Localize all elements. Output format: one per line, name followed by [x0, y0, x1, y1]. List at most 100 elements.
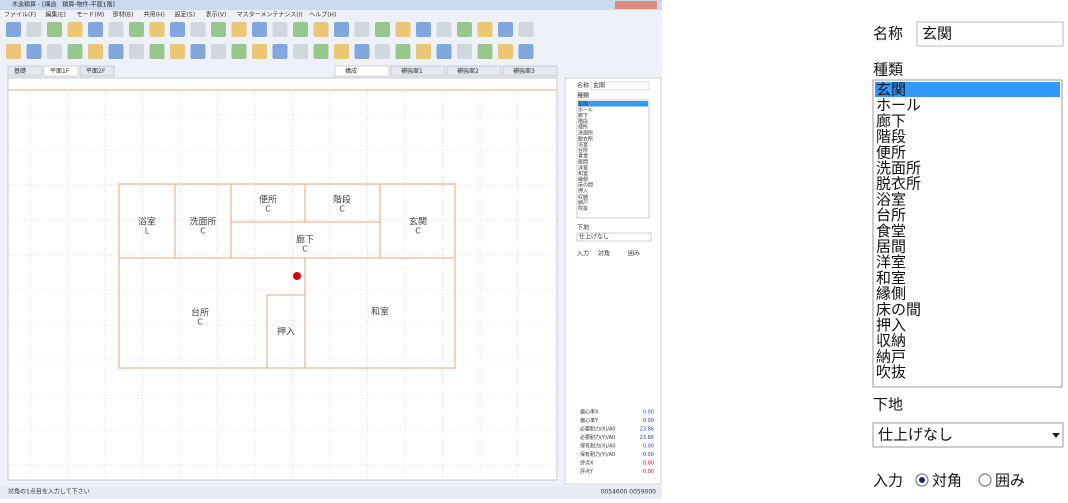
tool-button[interactable] — [293, 22, 308, 37]
tool-button[interactable] — [293, 44, 308, 59]
room-label: 和室 — [371, 306, 389, 318]
tool-button[interactable] — [477, 22, 493, 37]
kind-item[interactable]: 玄関 — [876, 81, 906, 99]
menu-item[interactable]: 編集(E) — [45, 11, 65, 19]
kind-item[interactable]: 便所 — [876, 143, 906, 161]
kind-item[interactable]: 廊下 — [876, 112, 906, 130]
tool-button[interactable] — [47, 44, 62, 59]
tool-button[interactable] — [436, 44, 452, 59]
tool-button[interactable] — [67, 44, 83, 59]
plan-tab[interactable] — [446, 65, 502, 77]
tool-button[interactable] — [6, 44, 21, 59]
kind-item[interactable]: 脱衣所 — [876, 175, 921, 193]
mini-name-input — [590, 81, 650, 91]
kind-item[interactable]: 洋室 — [876, 253, 906, 271]
tool-button[interactable] — [334, 44, 349, 59]
tool-button[interactable] — [211, 44, 226, 59]
tool-button[interactable] — [518, 22, 534, 37]
tool-button[interactable] — [26, 22, 42, 37]
tab[interactable] — [7, 65, 43, 77]
menu-item[interactable]: ファイル(F) — [4, 12, 36, 19]
kind-item[interactable]: 台所 — [876, 206, 906, 224]
floor-select[interactable] — [872, 422, 1064, 448]
tool-button[interactable] — [88, 44, 103, 59]
drawing-area[interactable] — [7, 77, 558, 481]
tool-button[interactable] — [129, 22, 144, 37]
tool-button[interactable] — [231, 44, 247, 59]
tool-button[interactable] — [108, 44, 124, 59]
plan-tab[interactable] — [334, 65, 390, 77]
kind-item[interactable]: 浴室 — [876, 190, 906, 208]
kind-item[interactable]: 床の間 — [876, 300, 921, 318]
window-controls[interactable] — [615, 1, 657, 9]
tool-button[interactable] — [395, 22, 411, 37]
title-bar — [0, 0, 662, 10]
menu-item[interactable]: ヘルプ(H) — [309, 12, 336, 19]
tool-button[interactable] — [149, 44, 165, 59]
tool-button[interactable] — [149, 22, 165, 37]
tool-button[interactable] — [313, 22, 329, 37]
menu-item[interactable]: 部材(B) — [113, 11, 134, 19]
tool-button[interactable] — [252, 44, 267, 59]
room-code: C — [197, 318, 203, 327]
tool-button[interactable] — [67, 22, 83, 37]
tool-button[interactable] — [498, 22, 513, 37]
tool-button[interactable] — [231, 22, 247, 37]
kind-item[interactable]: 押入 — [876, 316, 906, 334]
kind-item[interactable]: ホール — [876, 96, 921, 114]
tool-button[interactable] — [88, 22, 103, 37]
tab[interactable] — [43, 65, 79, 77]
tool-button[interactable] — [211, 22, 226, 37]
menu-item[interactable]: マスターメンテナンス(I) — [237, 11, 303, 19]
menu-item[interactable]: モード(M) — [76, 12, 104, 19]
kind-item[interactable]: 収納 — [876, 332, 906, 350]
tool-button[interactable] — [170, 22, 185, 37]
menu-item[interactable]: 設定(S) — [175, 11, 196, 19]
tool-button[interactable] — [47, 22, 62, 37]
tool-button[interactable] — [170, 44, 185, 59]
kind-item[interactable]: 食堂 — [876, 222, 906, 240]
kind-list[interactable] — [872, 79, 1063, 388]
tool-button[interactable] — [190, 22, 206, 37]
tool-button[interactable] — [498, 44, 513, 59]
kind-item[interactable]: 和室 — [876, 269, 906, 287]
menu-item[interactable]: 表示(V) — [206, 11, 227, 19]
mini-kind-item: 食堂 — [578, 153, 588, 160]
tool-button[interactable] — [26, 44, 42, 59]
plan-tab[interactable] — [390, 65, 446, 77]
name-input[interactable] — [916, 21, 1064, 47]
tool-button[interactable] — [190, 44, 206, 59]
tool-button[interactable] — [6, 22, 21, 37]
tool-button[interactable] — [436, 22, 452, 37]
tool-button[interactable] — [108, 22, 124, 37]
plan-tab[interactable] — [502, 65, 558, 77]
tool-button[interactable] — [457, 22, 472, 37]
kind-item[interactable]: 洗面所 — [876, 159, 921, 177]
tool-button[interactable] — [518, 44, 534, 59]
menu-item[interactable]: 共用(H) — [144, 11, 165, 19]
tool-button[interactable] — [416, 22, 431, 37]
kind-item[interactable]: 階段 — [876, 128, 906, 146]
kind-item[interactable]: 吹抜 — [876, 363, 906, 381]
tool-button[interactable] — [354, 22, 370, 37]
plan-tab-label: 補強案1 — [401, 67, 423, 75]
tab-label: 平面2F — [86, 68, 106, 75]
tool-button[interactable] — [375, 22, 390, 37]
tool-button[interactable] — [375, 44, 390, 59]
kind-item[interactable]: 居間 — [876, 238, 906, 256]
tool-button[interactable] — [457, 44, 472, 59]
kind-item[interactable]: 納戸 — [876, 347, 906, 365]
kind-item[interactable]: 縁側 — [876, 285, 906, 303]
tool-button[interactable] — [272, 22, 288, 37]
tool-button[interactable] — [477, 44, 493, 59]
tool-button[interactable] — [395, 44, 411, 59]
tool-button[interactable] — [272, 44, 288, 59]
radio-enclose[interactable] — [978, 473, 992, 487]
tool-button[interactable] — [334, 22, 349, 37]
tool-button[interactable] — [313, 44, 329, 59]
tool-button[interactable] — [416, 44, 431, 59]
tool-button[interactable] — [129, 44, 144, 59]
tool-button[interactable] — [354, 44, 370, 59]
tool-button[interactable] — [252, 22, 267, 37]
tab[interactable] — [79, 65, 115, 77]
